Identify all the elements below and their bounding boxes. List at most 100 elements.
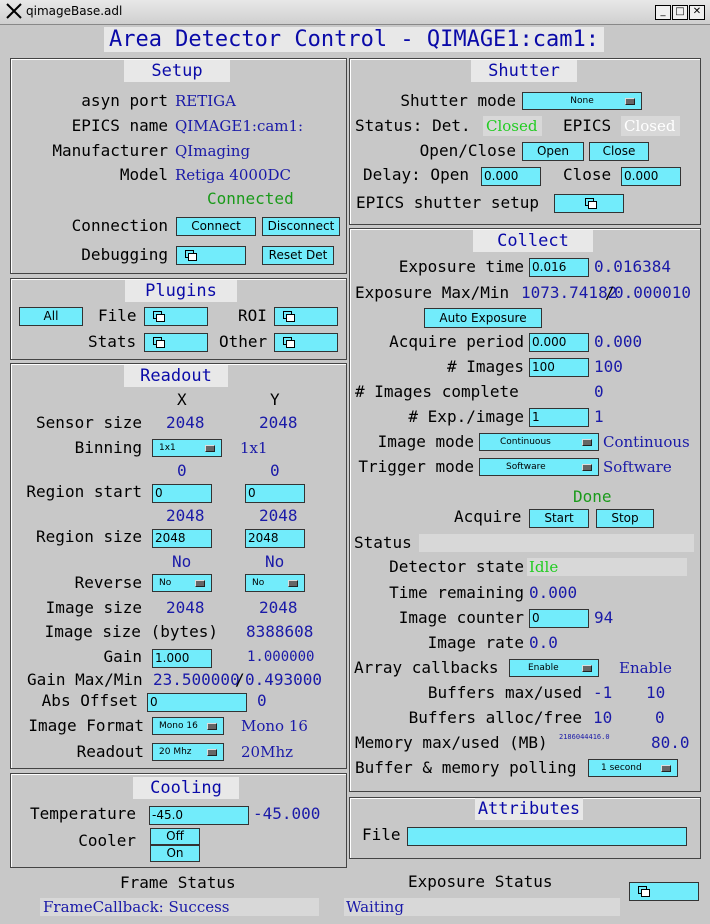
reverse-x-rbv: No [172,552,192,571]
shutter-mode-menu-value: None [570,96,594,106]
acquire-done-status: Done [573,487,612,506]
disconnect-button[interactable]: Disconnect [262,217,340,236]
exposure-status-label: Exposure Status [408,872,553,891]
attributes-file-input[interactable] [407,827,687,846]
region-start-y-input[interactable]: 0 [245,484,305,503]
image-size-bytes-label: Image size (bytes) [44,622,218,641]
shutter-status-label: Status: Det. [355,116,471,135]
exposure-status-value: Waiting [344,898,620,916]
image-rate-value: 0.0 [529,633,558,652]
exposure-time-label: Exposure time [398,257,524,276]
image-mode-rbv: Continuous [603,433,690,451]
temperature-input[interactable]: -45.0 [149,806,249,825]
acquire-start-button[interactable]: Start [529,509,589,528]
window-titlebar: qimageBase.adl _ □ ✕ [0,0,710,25]
cooler-label: Cooler [78,831,136,850]
buffer-polling-label: Buffer & memory polling [355,758,577,777]
menu-indicator-icon [661,765,671,772]
shutter-close-button[interactable]: Close [589,142,649,161]
num-images-input[interactable]: 100 [529,358,589,377]
region-size-y-input[interactable]: 2048 [245,529,305,548]
auto-exposure-button[interactable]: Auto Exposure [424,308,542,328]
roi-plugin-related-display[interactable] [274,307,338,326]
shutter-open-button[interactable]: Open [522,142,584,161]
image-size-label: Image size [45,598,142,617]
binning-label: Binning [74,438,142,457]
cooling-title: Cooling [133,777,239,799]
reverse-y-rbv: No [265,552,285,571]
temperature-label: Temperature [30,804,136,823]
trigger-mode-menu[interactable]: Software [479,458,599,476]
buffer-polling-menu[interactable]: 1 second [588,759,678,777]
region-start-x-rbv: 0 [177,461,187,480]
readout-speed-rbv: 20Mhz [241,743,294,761]
cooler-on-button[interactable]: On [150,845,200,862]
gain-label: Gain [103,647,142,666]
file-plugin-related-display[interactable] [144,307,208,326]
menu-indicator-icon [625,98,635,105]
exposure-time-input[interactable]: 0.016 [529,258,589,277]
epics-shutter-setup-label: EPICS shutter setup [356,193,540,212]
readout-speed-menu[interactable]: 20 Mhz [152,743,224,761]
buffers-allocfree-label: Buffers alloc/free [408,708,582,727]
region-size-x-rbv: 2048 [166,506,205,525]
cooler-off-button[interactable]: Off [150,828,200,845]
gain-max: 23.500000 [153,670,240,689]
array-callbacks-menu[interactable]: Enable [509,659,599,677]
epics-shutter-setup-related-display[interactable] [554,194,624,213]
image-size-y: 2048 [259,598,298,617]
delay-close-input[interactable]: 0.000 [621,167,681,186]
exposure-maxmin-label: Exposure Max/Min [355,283,510,302]
image-format-label: Image Format [28,716,144,735]
memory-maxused-label: Memory max/used (MB) [355,733,548,752]
stats-plugin-related-display[interactable] [144,333,208,352]
minimize-button[interactable]: _ [655,5,671,20]
shutter-mode-menu[interactable]: None [522,92,642,110]
region-start-x-input[interactable]: 0 [152,484,212,503]
epics-name-value: QIMAGE1:cam1: [175,117,304,135]
buffers-free-value: 0 [655,708,665,727]
trigger-mode-menu-value: Software [506,462,546,472]
delay-open-input[interactable]: 0.000 [481,167,541,186]
image-size-x: 2048 [166,598,205,617]
debugging-related-display[interactable] [176,246,246,265]
menu-indicator-icon [207,749,217,756]
reset-det-button[interactable]: Reset Det [262,246,334,265]
num-images-label: # Images [446,357,524,376]
acquire-stop-button[interactable]: Stop [596,509,654,528]
acquire-period-input[interactable]: 0.000 [529,333,589,352]
buffers-used-value: 10 [646,683,666,702]
region-size-x-input[interactable]: 2048 [152,529,212,548]
menu-indicator-icon [582,665,592,672]
shutter-mode-label: Shutter mode [400,91,516,110]
menu-indicator-icon [195,580,205,587]
image-format-menu[interactable]: Mono 16 [152,717,224,735]
connection-label: Connection [71,216,168,235]
trigger-mode-label: Trigger mode [358,457,474,476]
all-plugins-button[interactable]: All [19,307,83,326]
array-callbacks-rbv: Enable [619,659,672,677]
footer-related-display[interactable] [629,882,699,901]
x-logo-icon [6,3,22,19]
shutter-panel [349,58,701,225]
gain-input[interactable]: 1.000 [152,649,212,668]
binning-menu[interactable]: 1x1 [152,439,222,457]
reverse-y-menu[interactable]: No [245,574,305,592]
delay-close-label: Close [563,165,612,184]
debugging-label: Debugging [81,245,168,264]
connect-button[interactable]: Connect [176,217,256,236]
window-title: qimageBase.adl [26,4,123,18]
exp-per-image-input[interactable]: 1 [529,408,589,427]
image-counter-input[interactable]: 0 [529,609,589,628]
close-window-button[interactable]: ✕ [689,5,705,20]
time-remaining-label: Time remaining [389,583,524,602]
image-mode-menu[interactable]: Continuous [479,433,599,451]
maximize-button[interactable]: □ [672,5,688,20]
reverse-x-menu[interactable]: No [152,574,212,592]
page-title: Area Detector Control - QIMAGE1:cam1: [104,27,604,52]
abs-offset-input[interactable]: 0 [147,693,247,712]
other-plugin-related-display[interactable] [274,333,338,352]
sensor-size-label: Sensor size [36,413,142,432]
buffers-max-value: -1 [593,683,613,702]
images-complete-value: 0 [594,382,604,401]
